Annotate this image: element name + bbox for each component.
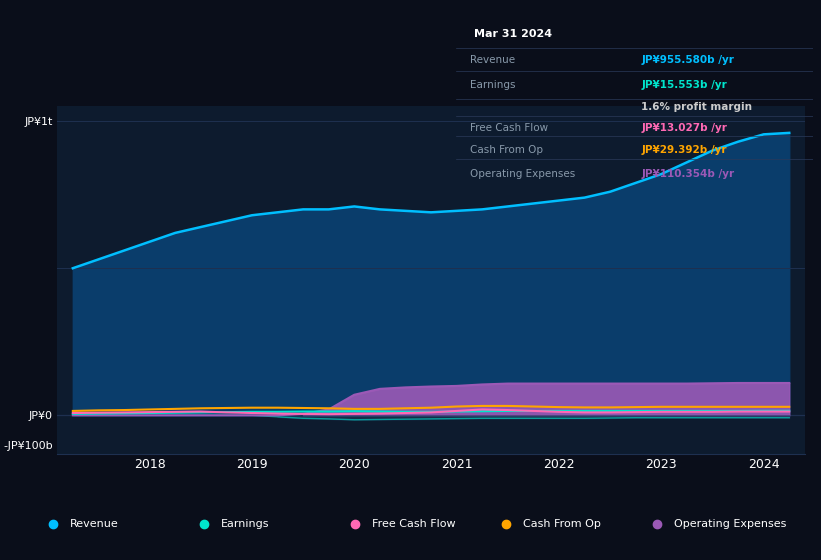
Text: Earnings: Earnings [470,80,516,90]
Text: 1.6% profit margin: 1.6% profit margin [641,102,752,113]
Text: Cash From Op: Cash From Op [523,519,601,529]
Text: Operating Expenses: Operating Expenses [470,169,576,179]
Text: JP¥110.354b /yr: JP¥110.354b /yr [641,169,735,179]
Text: Revenue: Revenue [70,519,118,529]
Text: Free Cash Flow: Free Cash Flow [470,123,548,133]
Text: Revenue: Revenue [470,54,515,64]
Text: Earnings: Earnings [221,519,269,529]
Text: Cash From Op: Cash From Op [470,145,543,155]
Text: JP¥15.553b /yr: JP¥15.553b /yr [641,80,727,90]
Text: Operating Expenses: Operating Expenses [674,519,787,529]
Text: Free Cash Flow: Free Cash Flow [372,519,456,529]
Text: JP¥13.027b /yr: JP¥13.027b /yr [641,123,727,133]
Text: JP¥955.580b /yr: JP¥955.580b /yr [641,54,734,64]
Text: Mar 31 2024: Mar 31 2024 [474,29,552,39]
Text: JP¥29.392b /yr: JP¥29.392b /yr [641,145,727,155]
